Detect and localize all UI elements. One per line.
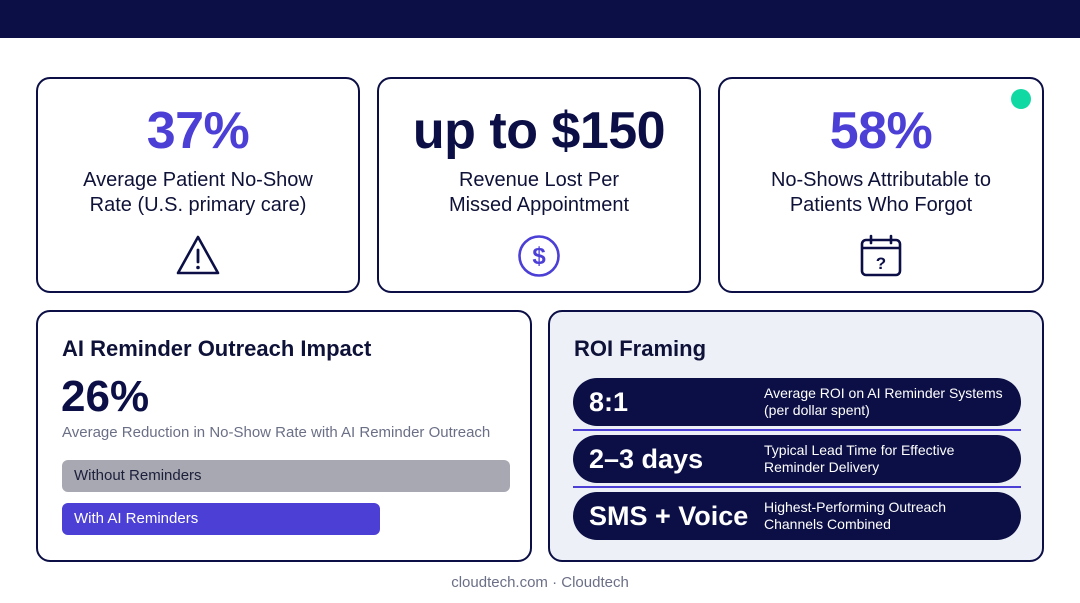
top-banner <box>0 0 1080 38</box>
footer-credit: cloudtech.com · Cloudtech <box>451 574 629 591</box>
roi-item-line2: (per dollar spent) <box>764 402 870 418</box>
stat-value: 58% <box>829 102 933 160</box>
stat-label-line2: Missed Appointment <box>448 194 630 216</box>
impact-subtitle: Average Reduction in No-Show Rate with A… <box>62 424 491 441</box>
roi-item-line1: Typical Lead Time for Effective <box>764 442 955 458</box>
stat-value: up to $150 <box>412 102 666 160</box>
roi-item-value: SMS + Voice <box>589 501 749 531</box>
roi-item: 2–3 days Typical Lead Time for Effective… <box>573 435 1021 483</box>
roi-item-line1: Average ROI on AI Reminder Systems <box>764 385 1003 401</box>
svg-text:$: $ <box>532 243 546 270</box>
stat-label: Average Patient No-Show Rate (U.S. prima… <box>48 168 348 218</box>
roi-framing-card: ROI Framing 8:1 Average ROI on AI Remind… <box>548 310 1044 562</box>
divider <box>573 429 1021 431</box>
roi-item-line1: Highest-Performing Outreach <box>764 499 947 515</box>
stat-label-line1: Average Patient No-Show <box>83 169 313 191</box>
stat-label-line1: No-Shows Attributable to <box>770 169 992 191</box>
roi-item-description: Average ROI on AI Reminder Systems (per … <box>764 385 1014 419</box>
calendar-question-icon: ? <box>860 234 902 277</box>
roi-item-value: 2–3 days <box>589 444 704 474</box>
roi-item-line2: Reminder Delivery <box>764 459 880 475</box>
stat-label-line1: Revenue Lost Per <box>458 169 620 191</box>
roi-item-line2: Channels Combined <box>764 516 891 532</box>
status-dot <box>1011 89 1031 109</box>
bar-without-reminders: Without Reminders <box>62 460 510 492</box>
stat-value: 37% <box>146 102 250 160</box>
ai-reminder-impact-card: AI Reminder Outreach Impact 26% Average … <box>36 310 532 562</box>
svg-text:?: ? <box>876 254 886 273</box>
impact-title: AI Reminder Outreach Impact <box>62 336 372 361</box>
divider <box>573 486 1021 488</box>
stat-card-revenue-lost: up to $150 Revenue Lost Per Missed Appoi… <box>377 77 701 293</box>
roi-item-description: Typical Lead Time for Effective Reminder… <box>764 442 1014 476</box>
roi-item-description: Highest-Performing Outreach Channels Com… <box>764 499 1014 533</box>
stat-label: Revenue Lost Per Missed Appointment <box>389 168 689 218</box>
stat-label: No-Shows Attributable to Patients Who Fo… <box>730 168 1032 218</box>
stat-card-forgot: 58% No-Shows Attributable to Patients Wh… <box>718 77 1044 293</box>
dollar-icon: $ <box>518 235 560 277</box>
roi-item: SMS + Voice Highest-Performing Outreach … <box>573 492 1021 540</box>
stat-label-line2: Patients Who Forgot <box>789 194 973 216</box>
roi-item-value: 8:1 <box>589 387 629 417</box>
stat-label-line2: Rate (U.S. primary care) <box>89 194 307 216</box>
roi-item: 8:1 Average ROI on AI Reminder Systems (… <box>573 378 1021 426</box>
impact-value: 26% <box>61 372 150 421</box>
stat-card-no-show-rate: 37% Average Patient No-Show Rate (U.S. p… <box>36 77 360 293</box>
bar-with-ai-reminders: With AI Reminders <box>62 503 380 535</box>
roi-title: ROI Framing <box>574 336 707 361</box>
warning-icon <box>176 235 220 275</box>
